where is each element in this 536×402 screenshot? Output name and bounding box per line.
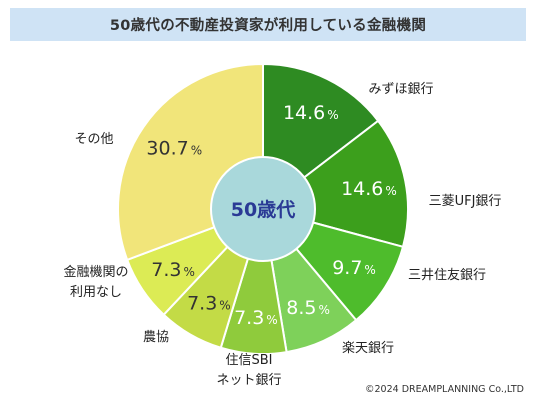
pie-category-label: みずほ銀行: [368, 82, 433, 97]
pie-value-label: 8.5%: [286, 297, 330, 319]
pie-value-label: 30.7%: [146, 137, 202, 159]
pie-value-labels: 14.6 %14.6 %9.7 %8.5 %7.3 %7.3 %7.3 %30.7%: [146, 102, 396, 329]
pie-value-label: 9.7%: [332, 257, 376, 279]
copyright-text: ©2024 DREAMPLANNING Co.,LTD: [365, 384, 524, 395]
pie-category-label: 楽天銀行: [342, 340, 394, 356]
chart-title: 50歳代の不動産投資家が利用している金融機関: [10, 8, 526, 41]
center-label: 50歳代: [231, 199, 295, 221]
pie-category-label: 住信SBI ネット銀行: [216, 353, 281, 388]
pie-category-label: 農協: [143, 330, 169, 345]
pie-value-label: 7.3%: [187, 292, 231, 314]
pie-category-label: 三井住友銀行: [408, 267, 486, 283]
center-circle: [210, 156, 316, 262]
pie-value-label: 14.6%: [341, 178, 397, 200]
pie-value-label: 14.6%: [283, 102, 339, 124]
pie-category-label: 三菱UFJ銀行: [429, 194, 502, 209]
pie-value-label: 7.3%: [234, 307, 278, 329]
pie-value-label: 7.3%: [151, 259, 195, 281]
pie-category-label: その他: [74, 132, 113, 147]
pie-category-label: 金融機関の利用なし: [63, 264, 128, 300]
